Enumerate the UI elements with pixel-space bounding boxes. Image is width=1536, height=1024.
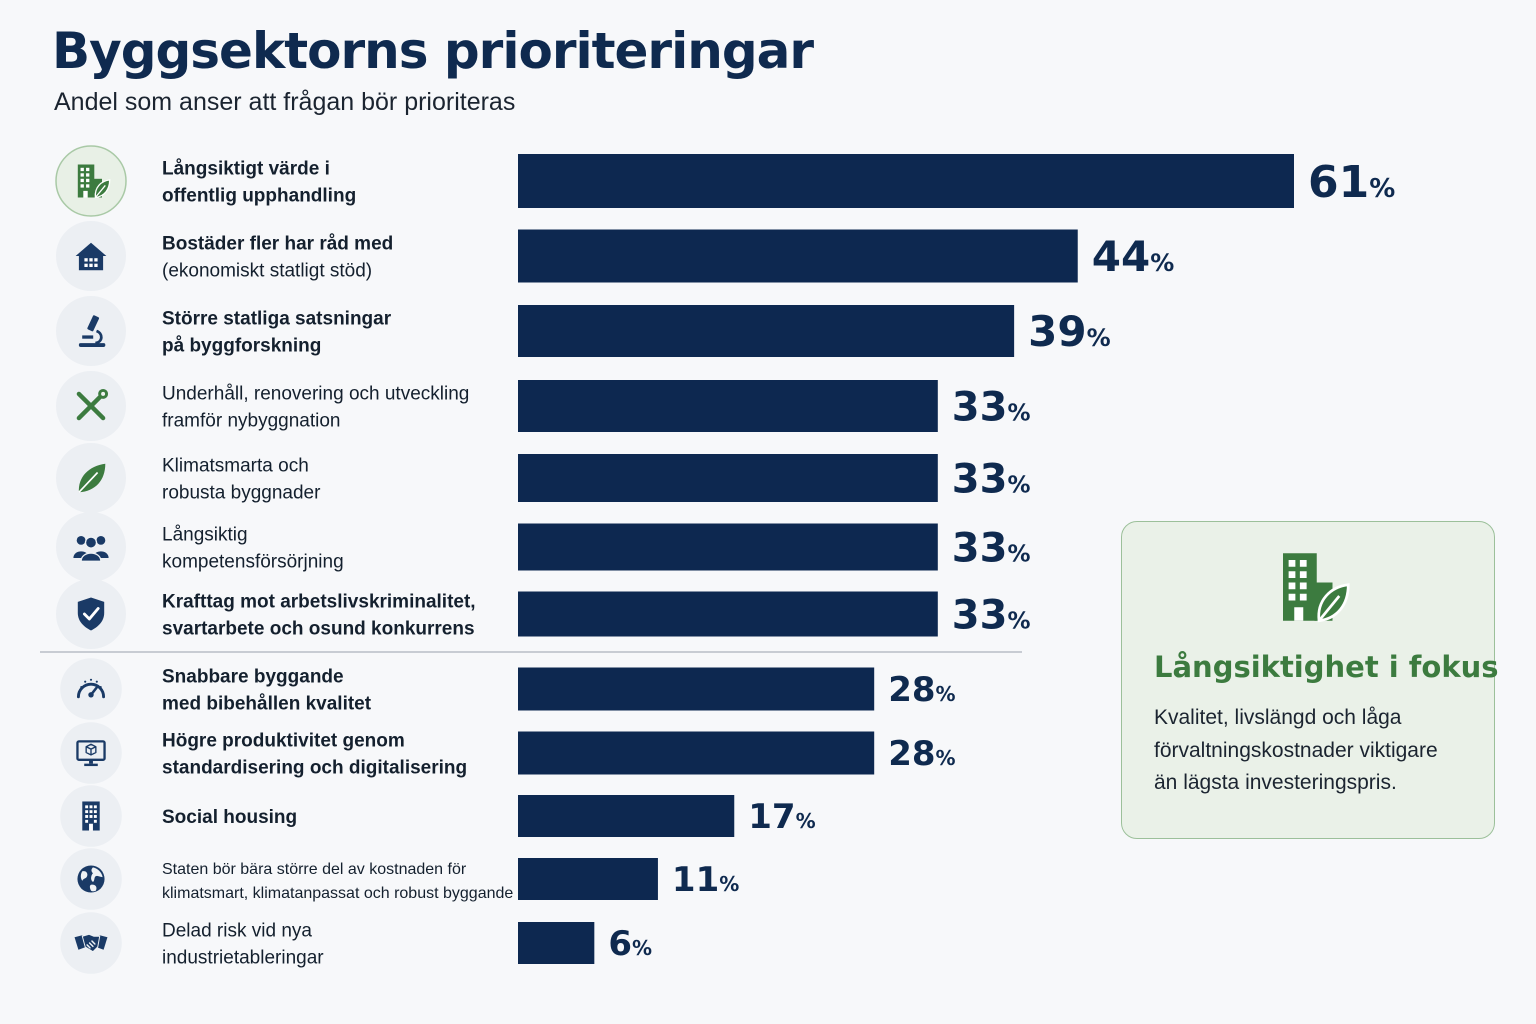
- monitor-cube-icon: [76, 740, 106, 767]
- value-label: 11%: [672, 860, 739, 900]
- category-label: Krafttag mot arbetslivskriminalitet,: [162, 592, 476, 613]
- category-label: Högre produktivitet genom: [162, 731, 405, 752]
- category-label: på byggforskning: [162, 336, 321, 357]
- building-leaf-icon: [1283, 553, 1350, 623]
- callout-body-line: Kvalitet, livslängd och låga: [1154, 706, 1402, 729]
- handshake-icon: [74, 933, 108, 953]
- category-label: Delad risk vid nya: [162, 921, 312, 942]
- category-label: Snabbare byggande: [162, 667, 344, 688]
- value-label: 33%: [952, 592, 1031, 638]
- bar: [518, 305, 1015, 357]
- bar: [518, 523, 938, 571]
- building-leaf-icon: [77, 164, 111, 199]
- callout-body: Kvalitet, livslängd och låga förvaltning…: [1154, 702, 1484, 800]
- bar: [518, 795, 735, 837]
- bar: [518, 454, 938, 502]
- category-label: Långsiktigt värde i: [162, 159, 330, 180]
- bar: [518, 154, 1294, 208]
- row-icon-bg: [56, 296, 126, 366]
- bar: [518, 229, 1078, 283]
- people-icon: [73, 536, 109, 562]
- category-label: klimatsmart, klimatanpassat och robust b…: [162, 885, 513, 902]
- bar: [518, 380, 938, 432]
- callout-body-line: förvaltningskostnader viktigare: [1154, 738, 1438, 762]
- category-label: robusta byggnader: [162, 483, 321, 504]
- value-label: 44%: [1092, 232, 1175, 281]
- category-label: standardisering och digitalisering: [162, 758, 467, 779]
- category-label: Staten bör bära större del av kostnaden …: [162, 861, 467, 878]
- value-label: 33%: [952, 525, 1031, 571]
- value-label: 28%: [888, 734, 955, 774]
- category-label: (ekonomiskt statligt stöd): [162, 261, 372, 282]
- leaf-icon: [78, 463, 106, 493]
- category-label: Social housing: [162, 807, 297, 828]
- category-label: framför nybyggnation: [162, 411, 341, 432]
- callout-body-line: än lägsta investeringspris.: [1154, 771, 1397, 794]
- category-label: Klimatsmarta och: [162, 456, 309, 477]
- category-label: svartarbete och osund konkurrens: [162, 619, 475, 640]
- microscope-icon: [78, 315, 106, 347]
- value-label: 39%: [1028, 307, 1111, 356]
- category-label: Underhåll, renovering och utveckling: [162, 384, 469, 405]
- value-label: 33%: [952, 456, 1031, 502]
- globe-icon: [77, 865, 105, 893]
- speedometer-icon: [76, 678, 106, 699]
- bar: [518, 858, 658, 900]
- chart-subtitle: Andel som anser att frågan bör prioriter…: [54, 88, 516, 116]
- bar: [518, 591, 938, 637]
- category-label: industrietableringar: [162, 948, 324, 969]
- chart-title: Byggsektorns prioriteringar: [52, 22, 814, 80]
- tools-icon: [76, 388, 109, 421]
- category-label: Större statliga satsningar: [162, 309, 392, 330]
- callout-title: Långsiktighet i fokus: [1154, 650, 1499, 684]
- house-icon: [75, 242, 107, 271]
- value-label: 28%: [888, 670, 955, 710]
- category-label: med bibehållen kvalitet: [162, 694, 372, 715]
- shield-check-icon: [77, 597, 105, 631]
- apartment-building-icon: [82, 801, 100, 831]
- category-label: kompetensförsörjning: [162, 552, 344, 573]
- value-label: 17%: [748, 797, 815, 837]
- bar: [518, 922, 595, 964]
- value-label: 61%: [1308, 157, 1395, 208]
- row-icon-bg: [60, 658, 122, 720]
- callout-box: Långsiktighet i fokus Kvalitet, livsläng…: [1121, 521, 1499, 839]
- value-label: 33%: [952, 384, 1031, 430]
- category-label: Bostäder fler har råd med: [162, 234, 393, 255]
- bar: [518, 731, 875, 775]
- bar: [518, 667, 875, 711]
- category-label: offentlig upphandling: [162, 186, 356, 207]
- value-label: 6%: [608, 924, 652, 964]
- category-label: Långsiktig: [162, 525, 248, 546]
